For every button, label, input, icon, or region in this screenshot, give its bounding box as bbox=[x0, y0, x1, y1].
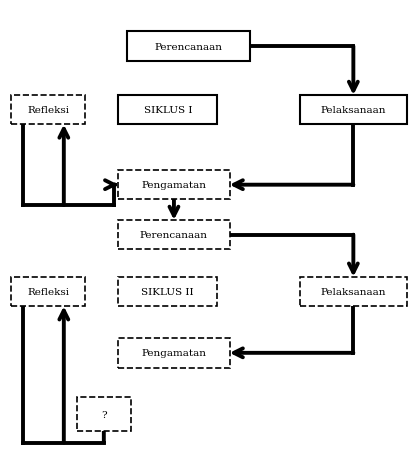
FancyBboxPatch shape bbox=[11, 96, 85, 125]
Text: Perencanaan: Perencanaan bbox=[154, 43, 222, 51]
Text: Perencanaan: Perencanaan bbox=[140, 231, 208, 240]
FancyBboxPatch shape bbox=[118, 96, 217, 125]
Text: ?: ? bbox=[101, 410, 107, 419]
Text: SIKLUS I: SIKLUS I bbox=[143, 106, 192, 115]
FancyBboxPatch shape bbox=[118, 277, 217, 307]
Text: Pengamatan: Pengamatan bbox=[141, 348, 206, 358]
FancyBboxPatch shape bbox=[77, 397, 131, 431]
FancyBboxPatch shape bbox=[118, 338, 229, 368]
FancyBboxPatch shape bbox=[127, 32, 250, 62]
Text: SIKLUS II: SIKLUS II bbox=[141, 287, 194, 297]
FancyBboxPatch shape bbox=[300, 96, 407, 125]
FancyBboxPatch shape bbox=[118, 171, 229, 200]
FancyBboxPatch shape bbox=[11, 277, 85, 307]
Text: Pelaksanaan: Pelaksanaan bbox=[321, 287, 386, 297]
Text: Pelaksanaan: Pelaksanaan bbox=[321, 106, 386, 115]
FancyBboxPatch shape bbox=[300, 277, 407, 307]
FancyBboxPatch shape bbox=[118, 220, 229, 250]
Text: Pengamatan: Pengamatan bbox=[141, 181, 206, 190]
Text: Refleksi: Refleksi bbox=[27, 287, 69, 297]
Text: Refleksi: Refleksi bbox=[27, 106, 69, 115]
